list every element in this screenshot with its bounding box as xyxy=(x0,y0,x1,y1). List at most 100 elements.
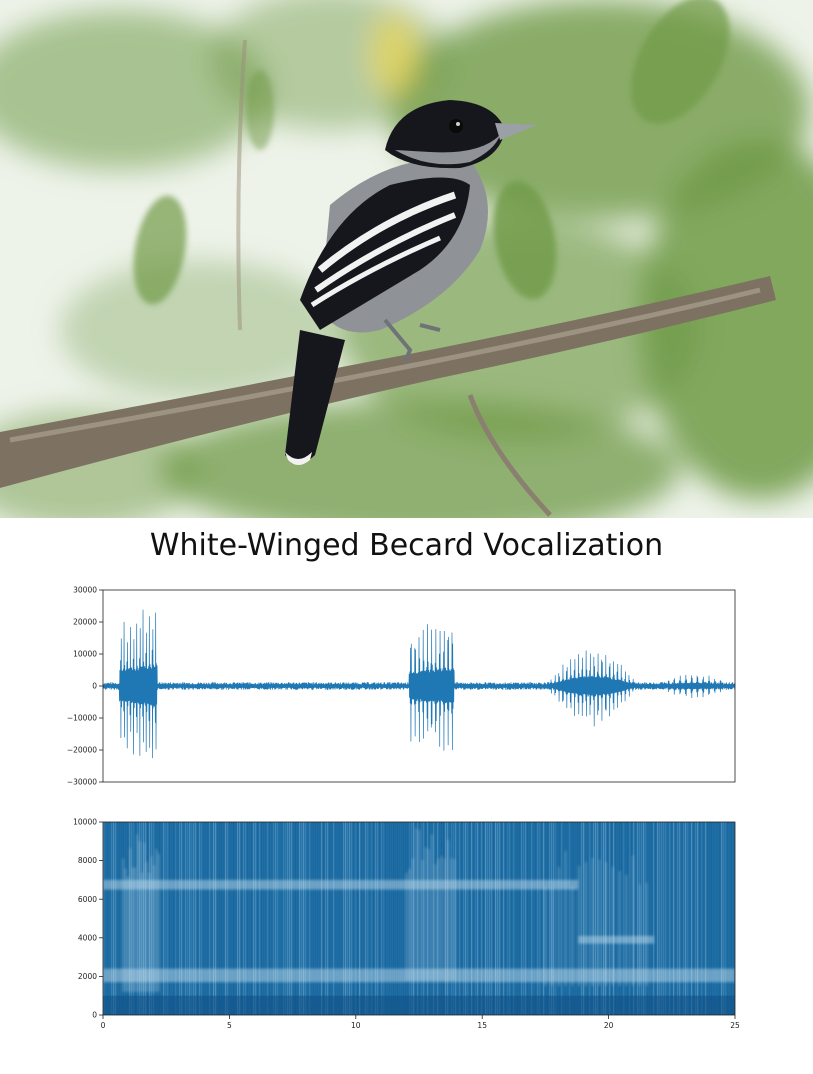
spectrogram-column xyxy=(371,822,373,1015)
spectrogram-column xyxy=(271,822,273,1015)
spectrogram-column xyxy=(651,822,653,1015)
spectrogram-x-tick-label: 25 xyxy=(730,1021,740,1030)
spectrogram-column xyxy=(347,822,349,1015)
spectrogram-column xyxy=(293,822,295,1015)
spectrogram-column xyxy=(657,822,659,1015)
spectrogram-column xyxy=(289,822,291,1015)
spectrogram-column xyxy=(265,822,267,1015)
spectrogram-y-tick-label: 0 xyxy=(92,1011,97,1020)
spectrogram-column xyxy=(369,822,371,1015)
waveform-y-tick-label: 20000 xyxy=(73,618,97,627)
spectrogram-column xyxy=(185,822,187,1015)
spectrogram-column xyxy=(523,822,525,1015)
spectrogram-column xyxy=(281,822,283,1015)
spectrogram-column xyxy=(277,822,279,1015)
spectrogram-column xyxy=(667,822,669,1015)
spectrogram-column xyxy=(629,822,631,1015)
spectrogram-column xyxy=(705,822,707,1015)
spectrogram-column xyxy=(453,822,455,1015)
spectrogram-column xyxy=(697,822,699,1015)
spectrogram-column xyxy=(355,822,357,1015)
spectrogram-column xyxy=(177,822,179,1015)
spectrogram-column xyxy=(627,822,629,1015)
spectrogram-column xyxy=(287,822,289,1015)
spectrogram-column xyxy=(633,822,635,1015)
spectrogram-column xyxy=(531,822,533,1015)
spectrogram-column xyxy=(223,822,225,1015)
spectrogram-column xyxy=(567,822,569,1015)
spectrogram-column xyxy=(475,822,477,1015)
spectrogram-column xyxy=(701,822,703,1015)
spectrogram-column xyxy=(693,822,695,1015)
spectrogram-column xyxy=(717,822,719,1015)
spectrogram-column xyxy=(323,822,325,1015)
spectrogram-column xyxy=(669,822,671,1015)
spectrogram-column xyxy=(171,822,173,1015)
waveform-y-tick-label: −10000 xyxy=(67,714,97,723)
spectrogram-y-tick-label: 4000 xyxy=(78,933,97,942)
spectrogram-column xyxy=(727,822,729,1015)
spectrogram-column xyxy=(387,822,389,1015)
waveform-y-tick-label: 10000 xyxy=(73,650,97,659)
spectrogram-column xyxy=(463,822,465,1015)
spectrogram-column xyxy=(497,822,499,1015)
spectrogram-column xyxy=(529,822,531,1015)
spectrogram-low-band xyxy=(103,995,735,1015)
spectrogram-column xyxy=(587,822,589,1015)
spectrogram-column xyxy=(689,822,691,1015)
spectrogram-column xyxy=(109,822,111,1015)
spectrogram-column xyxy=(275,822,277,1015)
spectrogram-column xyxy=(245,822,247,1015)
spectrogram-column xyxy=(423,822,425,1015)
spectrogram-column xyxy=(121,822,123,1015)
spectrogram-column xyxy=(269,822,271,1015)
spectrogram-column xyxy=(337,822,339,1015)
spectrogram-column xyxy=(313,822,315,1015)
spectrogram-column xyxy=(399,822,401,1015)
spectrogram-column xyxy=(555,822,557,1015)
spectrogram-column xyxy=(649,822,651,1015)
spectrogram-column xyxy=(111,822,113,1015)
spectrogram-column xyxy=(433,822,435,1015)
spectrogram-column xyxy=(393,822,395,1015)
spectrogram-column xyxy=(249,822,251,1015)
spectrogram-column xyxy=(501,822,503,1015)
spectrogram-column xyxy=(309,822,311,1015)
spectrogram-column xyxy=(583,822,585,1015)
spectrogram-column xyxy=(495,822,497,1015)
spectrogram-column xyxy=(235,822,237,1015)
spectrogram-column xyxy=(481,822,483,1015)
spectrogram-column xyxy=(483,822,485,1015)
spectrogram-y-tick-label: 6000 xyxy=(78,895,97,904)
spectrogram-column xyxy=(729,822,731,1015)
spectrogram-column xyxy=(205,822,207,1015)
spectrogram-column xyxy=(143,822,145,1015)
spectrogram-column xyxy=(115,822,117,1015)
waveform-chart: −30000 −20000 −10000 0 10000 20000 30000 xyxy=(67,586,736,787)
spectrogram-column xyxy=(723,822,725,1015)
spectrogram-column xyxy=(253,822,255,1015)
spectrogram-column xyxy=(581,822,583,1015)
spectrogram-column xyxy=(391,822,393,1015)
spectrogram-column xyxy=(189,822,191,1015)
spectrogram-column xyxy=(509,822,511,1015)
spectrogram-column xyxy=(673,822,675,1015)
spectrogram-x-tick-label: 10 xyxy=(351,1021,361,1030)
spectrogram-column xyxy=(637,822,639,1015)
spectrogram-column xyxy=(595,822,597,1015)
spectrogram-column xyxy=(225,822,227,1015)
spectrogram-column xyxy=(449,822,451,1015)
spectrogram-column xyxy=(611,822,613,1015)
spectrogram-column xyxy=(255,822,257,1015)
spectrogram-column xyxy=(135,822,137,1015)
spectrogram-column xyxy=(389,822,391,1015)
spectrogram-column xyxy=(315,822,317,1015)
spectrogram-column xyxy=(445,822,447,1015)
spectrogram-column xyxy=(457,822,459,1015)
spectrogram-column xyxy=(195,822,197,1015)
spectrogram-column xyxy=(103,822,105,1015)
spectrogram-column xyxy=(677,822,679,1015)
spectrogram-y-ticks: 0 2000 4000 6000 8000 10000 xyxy=(73,818,103,1020)
spectrogram-column xyxy=(607,822,609,1015)
bird xyxy=(285,100,537,465)
